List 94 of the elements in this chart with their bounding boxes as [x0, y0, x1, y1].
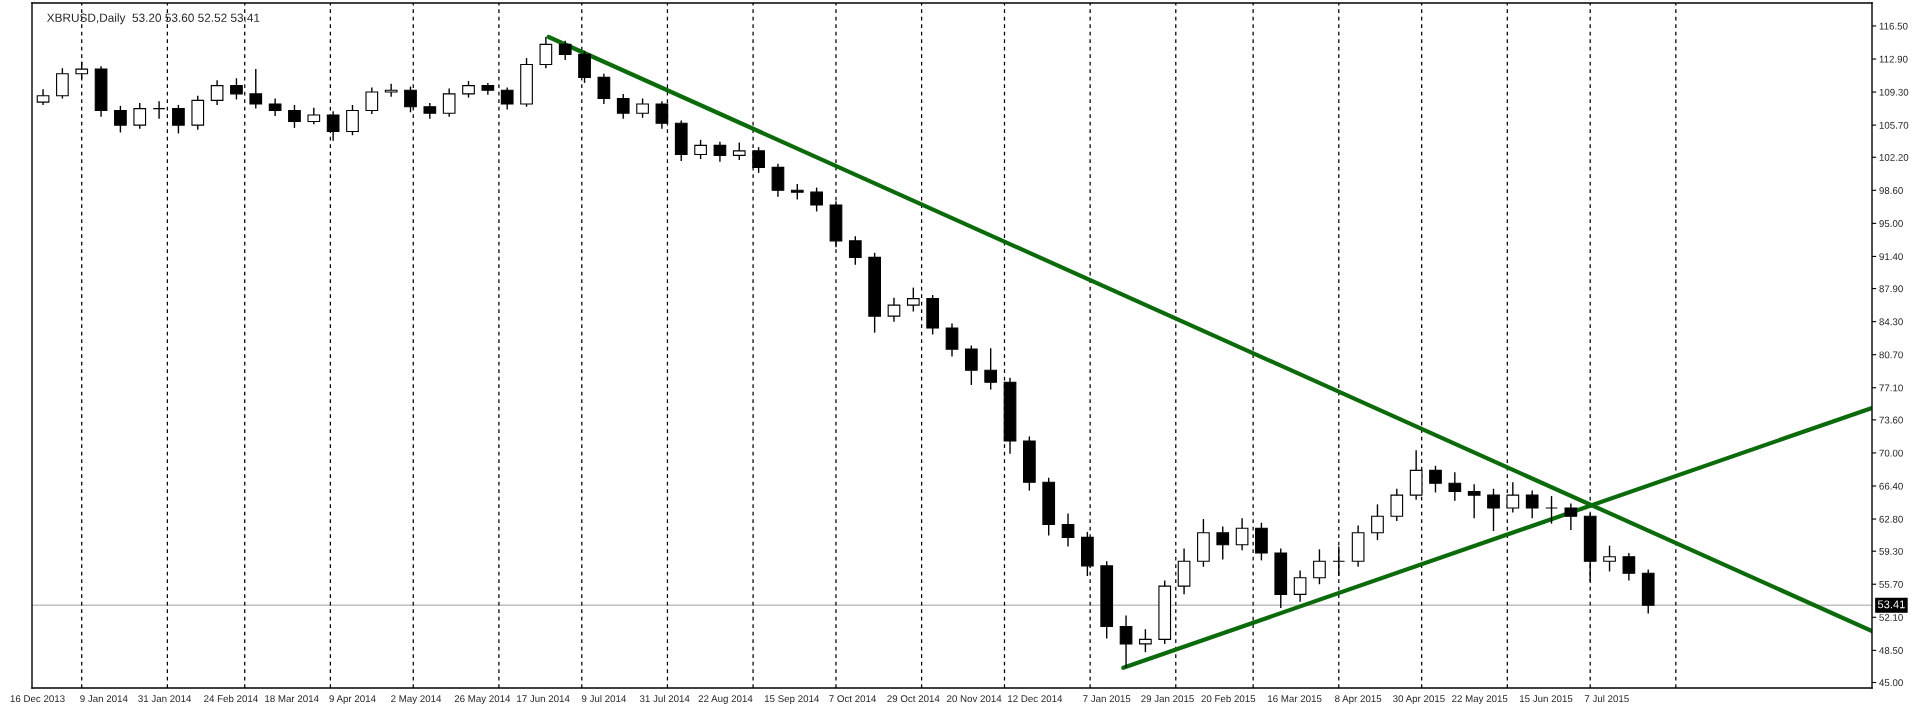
candlestick [1525, 489, 1539, 519]
candlestick [558, 39, 572, 61]
candlestick [810, 186, 823, 213]
x-tick-label: 26 May 2014 [454, 695, 511, 705]
y-tick-label: 87.90 [1879, 285, 1903, 293]
candlestick [152, 100, 166, 120]
candlestick [945, 322, 959, 358]
candlestick [1119, 614, 1133, 669]
y-tick-label: 52.10 [1879, 614, 1903, 621]
candlestick [133, 102, 147, 130]
candlestick [172, 104, 185, 135]
candlestick [539, 36, 553, 69]
candlestick [713, 140, 727, 163]
candlestick [1061, 512, 1075, 548]
y-tick-label: 98.60 [1879, 187, 1903, 194]
y-tick-label: 91.40 [1879, 253, 1903, 261]
candlestick [249, 68, 263, 110]
y-tick-label: 55.70 [1879, 580, 1903, 588]
x-tick-label: 20 Nov 2014 [947, 695, 1002, 703]
candlestick [1429, 465, 1442, 494]
x-tick-label: 31 Jan 2014 [138, 695, 192, 703]
x-tick-label: 29 Oct 2014 [887, 695, 940, 703]
x-tick-label: 9 Jan 2014 [80, 695, 128, 703]
text: XBRUSD,Daily 53.20 53.60 52.52 53.41 [46, 13, 260, 25]
candlestick [1371, 503, 1384, 541]
candlestick [1564, 502, 1578, 531]
y-tick-label: 95.00 [1879, 220, 1903, 227]
candlestick [616, 93, 630, 120]
x-tick-label: 18 Mar 2014 [265, 695, 319, 703]
candlestick [984, 347, 998, 391]
candlestick [1545, 495, 1558, 525]
y-tick-label: 112.90 [1879, 55, 1908, 63]
x-tick-label: 15 Sep 2014 [764, 695, 820, 705]
x-tick-label: 7 Oct 2014 [829, 695, 877, 703]
candlestick [578, 50, 591, 84]
x-tick-label: 15 Jun 2015 [1519, 695, 1573, 703]
x-tick-label: 7 Jan 2015 [1083, 695, 1131, 703]
candlestick [1139, 628, 1152, 653]
candlestick [114, 105, 127, 134]
x-tick-label: 7 Jul 2015 [1584, 694, 1629, 703]
y-tick-label: 73.60 [1879, 416, 1903, 424]
x-tick-label: 22 May 2015 [1452, 695, 1508, 705]
x-tick-label: 9 Jul 2014 [581, 694, 627, 703]
candlestick [694, 139, 707, 160]
candlestick [1622, 552, 1636, 582]
candlestick [1467, 483, 1481, 519]
x-tick-label: 17 Jun 2014 [517, 695, 570, 703]
y-tick-label: 62.80 [1879, 515, 1903, 523]
x-tick-label: 16 Dec 2013 [10, 695, 65, 703]
candlestick [442, 87, 456, 118]
candlestick [1235, 517, 1249, 551]
x-tick-label: 16 Mar 2015 [1268, 695, 1322, 703]
candlestick [636, 97, 649, 119]
candlestick [1487, 488, 1500, 532]
candlestick [210, 79, 224, 106]
candlestick [1603, 544, 1616, 573]
y-tick-label: 105.70 [1879, 121, 1909, 129]
y-tick-label: 77.10 [1879, 384, 1903, 392]
y-tick-label: 102.20 [1879, 154, 1909, 161]
candlestick [1293, 569, 1307, 603]
x-tick-label: 20 Feb 2015 [1201, 694, 1256, 703]
candlestick [964, 344, 978, 386]
y-tick-label: 109.30 [1879, 88, 1909, 96]
y-tick-label: 70.00 [1879, 449, 1903, 457]
y-tick-label: 48.50 [1879, 647, 1903, 654]
x-tick-label: 31 Jul 2014 [639, 694, 690, 703]
x-tick-label: 2 May 2014 [391, 695, 442, 705]
x-tick-label: 12 Dec 2014 [1008, 695, 1063, 703]
y-tick-label: 45.00 [1879, 679, 1903, 687]
candlestick [597, 73, 611, 105]
y-tick-label: 80.70 [1879, 351, 1903, 359]
y-tick-label: 84.30 [1879, 318, 1903, 326]
candlestick [365, 86, 379, 115]
x-tick-label: 22 Aug 2014 [698, 695, 753, 705]
x-tick-label: 24 Feb 2014 [204, 694, 258, 703]
x-tick-label: 9 Apr 2014 [329, 695, 376, 705]
candlestick [1448, 471, 1462, 502]
x-tick-label: 8 Apr 2015 [1335, 695, 1382, 705]
candlestick [1390, 488, 1404, 522]
candlestick [1216, 525, 1230, 561]
candlestick [56, 67, 69, 100]
x-tick-label: 29 Jan 2015 [1141, 695, 1194, 703]
candlestick [887, 297, 901, 323]
y-tick-label: 59.30 [1879, 547, 1903, 555]
candlestick [346, 104, 359, 136]
candlestick [771, 162, 785, 198]
candlestick [384, 83, 398, 98]
y-tick-label: 116.50 [1879, 22, 1908, 30]
y-tick-label: 66.40 [1879, 482, 1903, 490]
candlestick [288, 104, 301, 129]
ref-line-label: 53.41 [1877, 600, 1905, 609]
x-tick-label: 30 Apr 2015 [1393, 695, 1445, 705]
candlestick [1313, 548, 1326, 585]
candlestick [848, 235, 862, 266]
